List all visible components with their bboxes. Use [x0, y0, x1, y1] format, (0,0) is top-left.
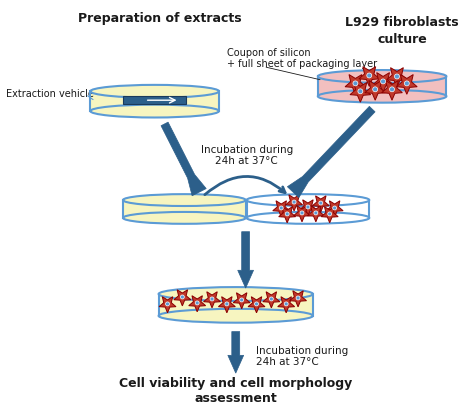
- Ellipse shape: [225, 302, 229, 306]
- Ellipse shape: [318, 70, 447, 83]
- Polygon shape: [307, 206, 324, 222]
- Ellipse shape: [333, 206, 337, 210]
- Ellipse shape: [296, 296, 300, 300]
- Ellipse shape: [328, 212, 332, 216]
- Text: Cell viability and cell morphology
assessment: Cell viability and cell morphology asses…: [119, 377, 352, 405]
- Ellipse shape: [285, 212, 289, 216]
- Ellipse shape: [246, 194, 369, 206]
- Ellipse shape: [373, 87, 378, 92]
- Ellipse shape: [404, 81, 409, 86]
- Polygon shape: [123, 200, 246, 218]
- Polygon shape: [161, 122, 206, 196]
- Ellipse shape: [279, 206, 283, 210]
- Polygon shape: [278, 297, 295, 313]
- Ellipse shape: [284, 302, 288, 306]
- Polygon shape: [228, 332, 244, 373]
- Polygon shape: [382, 81, 402, 100]
- Ellipse shape: [314, 211, 318, 215]
- Ellipse shape: [210, 297, 214, 301]
- Polygon shape: [273, 201, 290, 217]
- Polygon shape: [326, 201, 343, 217]
- Ellipse shape: [300, 211, 304, 215]
- Polygon shape: [373, 73, 393, 92]
- Ellipse shape: [181, 295, 184, 299]
- Text: Extraction vehicle: Extraction vehicle: [6, 89, 94, 99]
- Polygon shape: [189, 296, 206, 312]
- Polygon shape: [312, 196, 329, 212]
- Text: Coupon of silicon
+ full sheet of packaging layer: Coupon of silicon + full sheet of packag…: [227, 48, 377, 69]
- Polygon shape: [318, 76, 447, 96]
- Polygon shape: [203, 292, 220, 308]
- Polygon shape: [91, 91, 219, 111]
- Polygon shape: [238, 232, 254, 288]
- Ellipse shape: [394, 74, 400, 79]
- Ellipse shape: [353, 81, 358, 86]
- Text: Preparation of extracts: Preparation of extracts: [78, 12, 241, 25]
- Ellipse shape: [91, 85, 219, 98]
- Ellipse shape: [381, 79, 385, 84]
- Ellipse shape: [91, 104, 219, 118]
- Ellipse shape: [159, 309, 313, 323]
- Polygon shape: [350, 83, 371, 102]
- Polygon shape: [300, 200, 317, 216]
- Ellipse shape: [318, 90, 447, 103]
- FancyBboxPatch shape: [123, 96, 186, 104]
- Polygon shape: [159, 297, 176, 313]
- Ellipse shape: [159, 287, 313, 301]
- Polygon shape: [287, 107, 375, 197]
- Ellipse shape: [255, 302, 258, 306]
- Polygon shape: [396, 75, 417, 94]
- Text: Incubation during
24h at 37°C: Incubation during 24h at 37°C: [255, 346, 348, 367]
- Text: L929 fibroblasts
culture: L929 fibroblasts culture: [345, 16, 459, 46]
- Polygon shape: [219, 297, 235, 313]
- Ellipse shape: [292, 200, 296, 204]
- Ellipse shape: [246, 212, 369, 224]
- Ellipse shape: [123, 194, 246, 206]
- Polygon shape: [248, 297, 265, 313]
- Ellipse shape: [319, 201, 323, 205]
- Ellipse shape: [123, 212, 246, 224]
- Ellipse shape: [165, 302, 170, 306]
- Polygon shape: [263, 292, 280, 308]
- Polygon shape: [246, 200, 369, 218]
- Polygon shape: [290, 291, 307, 307]
- Polygon shape: [279, 207, 296, 223]
- Ellipse shape: [367, 73, 372, 78]
- Polygon shape: [345, 75, 366, 94]
- Ellipse shape: [240, 298, 244, 302]
- Polygon shape: [286, 195, 302, 211]
- Polygon shape: [159, 294, 313, 316]
- Ellipse shape: [358, 89, 363, 94]
- Ellipse shape: [390, 87, 394, 92]
- Text: Incubation during
24h at 37°C: Incubation during 24h at 37°C: [201, 145, 293, 166]
- Polygon shape: [293, 206, 310, 222]
- Ellipse shape: [306, 205, 310, 209]
- Ellipse shape: [195, 301, 199, 305]
- Polygon shape: [359, 66, 380, 86]
- Ellipse shape: [269, 297, 273, 301]
- Polygon shape: [233, 293, 250, 309]
- Polygon shape: [174, 290, 191, 306]
- Polygon shape: [387, 68, 407, 87]
- Polygon shape: [321, 207, 338, 223]
- Polygon shape: [365, 81, 385, 100]
